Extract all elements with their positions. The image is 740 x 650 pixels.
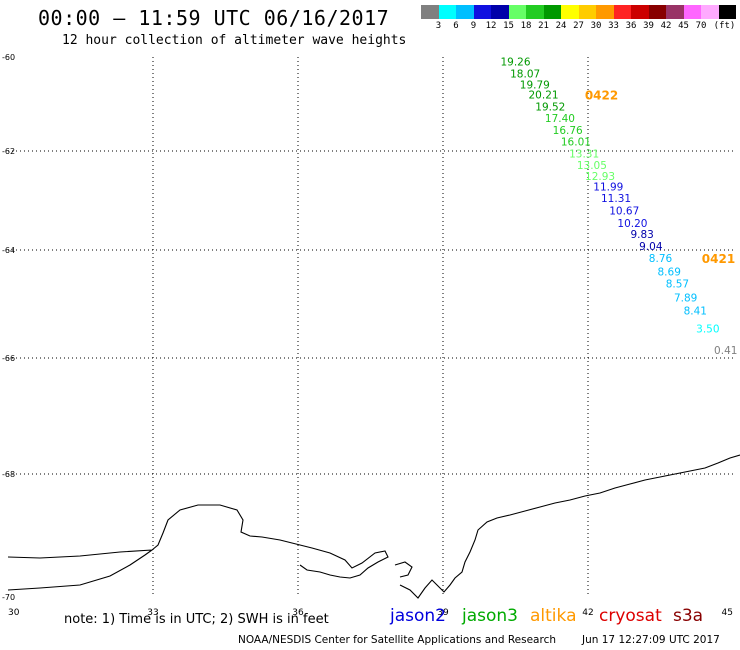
swh-label: 12.93 [585, 171, 615, 183]
y-tick-label: -70 [2, 593, 15, 602]
color-swatch-1 [438, 5, 456, 19]
legend-jason2: jason2 [390, 606, 446, 626]
x-tick-label: 39 [437, 608, 449, 618]
color-swatch-3 [473, 5, 491, 19]
swh-label: 3.50 [696, 323, 719, 335]
x-tick-label: 42 [582, 608, 593, 618]
swh-label: 8.69 [658, 267, 681, 279]
legend-altika: altika [530, 606, 577, 626]
swh-label: 10.20 [617, 218, 647, 230]
y-tick-label: -64 [2, 246, 15, 255]
swh-label: 8.57 [666, 278, 689, 290]
x-tick-label: 36 [292, 608, 304, 618]
swh-label: 10.67 [609, 205, 639, 217]
color-scale-label: 6 [453, 21, 459, 31]
color-swatch-13 [648, 5, 666, 19]
color-scale-label: (ft) [713, 21, 736, 31]
swh-label: 18.07 [510, 68, 540, 80]
color-scale-label: 36 [625, 21, 637, 31]
color-scale-label: 24 [555, 21, 567, 31]
swh-label: 7.89 [674, 293, 697, 305]
color-scale-label: 21 [538, 21, 549, 31]
y-tick-label: -60 [2, 53, 15, 62]
swh-label: 11.99 [593, 182, 623, 194]
color-scale-label: 9 [470, 21, 477, 31]
color-swatch-6 [526, 5, 544, 19]
color-swatch-2 [456, 5, 474, 19]
color-swatch-4 [491, 5, 509, 19]
map-subtitle: 12 hour collection of altimeter wave hei… [62, 33, 407, 48]
color-scale-label: 3 [435, 21, 442, 31]
generation-timestamp: Jun 17 12:27:09 UTC 2017 [582, 634, 720, 646]
x-tick-label: 45 [722, 608, 733, 618]
axis-tick-labels: 30 33 36 39 42 45 -60 -62 -64 -66 -68 -70 [2, 53, 733, 618]
color-swatch-16 [701, 5, 719, 19]
swh-label: 8.76 [649, 253, 673, 265]
color-swatch-12 [631, 5, 649, 19]
color-scale-label: 33 [608, 21, 619, 31]
color-scale-label: 70 [695, 21, 707, 31]
y-tick-label: -62 [2, 147, 15, 156]
x-tick-label: 30 [8, 608, 20, 618]
legend-cryosat: cryosat [599, 606, 662, 626]
antarctic-coastline [7, 454, 740, 599]
swh-label: 17.40 [545, 113, 575, 125]
color-swatch-9 [578, 5, 596, 19]
x-tick-label: 33 [147, 608, 158, 618]
swh-label: 13.31 [569, 148, 599, 160]
wave-height-color-scale [421, 5, 736, 19]
swh-label: 11.31 [601, 193, 631, 205]
color-scale-label: 27 [573, 21, 584, 31]
color-swatch-5 [508, 5, 526, 19]
color-swatch-8 [561, 5, 579, 19]
color-scale-label: 39 [643, 21, 654, 31]
color-swatch-14 [666, 5, 684, 19]
swh-label: 16.01 [561, 137, 591, 149]
color-swatch-10 [596, 5, 614, 19]
color-scale-label: 45 [678, 21, 689, 31]
graticule [8, 57, 733, 597]
swh-label: 9.83 [630, 229, 653, 241]
footnote: note: 1) Time is in UTC; 2) SWH is in fe… [64, 612, 329, 627]
swh-label: 0.41 [714, 345, 737, 357]
color-swatch-11 [613, 5, 631, 19]
color-swatch-17 [718, 5, 736, 19]
color-scale-label: 12 [485, 21, 497, 31]
swh-label: 19.26 [500, 57, 530, 69]
color-swatch-7 [543, 5, 561, 19]
legend-jason3: jason3 [462, 606, 518, 626]
y-tick-label: -66 [2, 354, 15, 363]
pass-label: 0422 [585, 89, 618, 103]
color-swatch-0 [421, 5, 439, 19]
color-scale-label: 42 [660, 21, 672, 31]
swh-label: 8.41 [684, 305, 707, 317]
legend-s3a: s3a [673, 606, 704, 626]
color-swatch-15 [683, 5, 701, 19]
color-scale-label: 18 [520, 21, 532, 31]
swh-observations: 19.2618.0719.7920.2119.5217.4016.7616.01… [500, 57, 737, 357]
swh-label: 13.05 [577, 160, 607, 172]
swh-label: 19.79 [520, 79, 550, 91]
swh-label: 16.76 [553, 125, 583, 137]
y-tick-label: -68 [2, 470, 15, 479]
credit-line: NOAA/NESDIS Center for Satellite Applica… [238, 634, 556, 646]
swh-label: 20.21 [529, 90, 559, 102]
pass-label: 0421 [702, 252, 735, 266]
color-scale-label: 30 [590, 21, 602, 31]
color-scale-label: 15 [503, 21, 514, 31]
map-title: 00:00 – 11:59 UTC 06/16/2017 [38, 6, 390, 30]
swh-label: 9.04 [639, 241, 663, 253]
swh-label: 19.52 [535, 101, 565, 113]
